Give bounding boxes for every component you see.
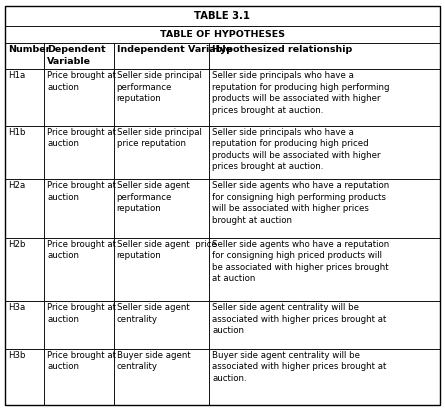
Text: Price brought at
auction: Price brought at auction bbox=[47, 303, 116, 323]
Bar bbox=[114, 179, 210, 238]
Text: Seller side agent  price
reputation: Seller side agent price reputation bbox=[117, 240, 216, 260]
Text: Seller side principal
price reputation: Seller side principal price reputation bbox=[117, 128, 202, 148]
Text: Price brought at
auction: Price brought at auction bbox=[47, 181, 116, 202]
Bar bbox=[5, 126, 44, 179]
Text: H2a: H2a bbox=[8, 181, 25, 190]
Text: Seller side principals who have a
reputation for producing high performing
produ: Seller side principals who have a reputa… bbox=[212, 72, 390, 115]
Text: Seller side agent
centrality: Seller side agent centrality bbox=[117, 303, 189, 323]
Bar bbox=[114, 126, 210, 179]
Bar bbox=[5, 43, 44, 69]
Bar bbox=[114, 238, 210, 301]
Bar bbox=[44, 179, 114, 238]
Text: H2b: H2b bbox=[8, 240, 25, 249]
Text: Hypothesized relationship: Hypothesized relationship bbox=[212, 45, 352, 54]
Bar bbox=[114, 349, 210, 405]
Text: Seller side principals who have a
reputation for producing high priced
products : Seller side principals who have a reputa… bbox=[212, 128, 380, 171]
Text: Seller side agents who have a reputation
for consigning high priced products wil: Seller side agents who have a reputation… bbox=[212, 240, 389, 283]
Text: Number: Number bbox=[8, 45, 50, 54]
Text: H3b: H3b bbox=[8, 351, 25, 360]
Text: H1a: H1a bbox=[8, 72, 25, 81]
Bar bbox=[5, 179, 44, 238]
Text: Seller side agent centrality will be
associated with higher prices brought at
au: Seller side agent centrality will be ass… bbox=[212, 303, 387, 335]
Text: Dependent
Variable: Dependent Variable bbox=[47, 45, 106, 66]
Text: Independent Variable: Independent Variable bbox=[117, 45, 231, 54]
Bar bbox=[210, 179, 440, 238]
Text: Price brought at
auction: Price brought at auction bbox=[47, 72, 116, 92]
Text: Buyer side agent
centrality: Buyer side agent centrality bbox=[117, 351, 190, 371]
Text: Price brought at
auction: Price brought at auction bbox=[47, 128, 116, 148]
Bar bbox=[5, 69, 44, 126]
Bar bbox=[44, 238, 114, 301]
Text: H1b: H1b bbox=[8, 128, 25, 136]
Bar bbox=[114, 301, 210, 349]
Bar bbox=[210, 43, 440, 69]
Text: TABLE OF HYPOTHESES: TABLE OF HYPOTHESES bbox=[160, 30, 285, 39]
Bar bbox=[44, 126, 114, 179]
Bar bbox=[5, 6, 440, 26]
Text: TABLE 3.1: TABLE 3.1 bbox=[194, 11, 251, 21]
Text: Price brought at
auction: Price brought at auction bbox=[47, 351, 116, 371]
Bar bbox=[210, 301, 440, 349]
Bar bbox=[210, 238, 440, 301]
Bar bbox=[114, 69, 210, 126]
Bar bbox=[5, 26, 440, 43]
Bar bbox=[44, 69, 114, 126]
Text: Seller side agent
performance
reputation: Seller side agent performance reputation bbox=[117, 181, 189, 213]
Text: Buyer side agent centrality will be
associated with higher prices brought at
auc: Buyer side agent centrality will be asso… bbox=[212, 351, 387, 383]
Bar bbox=[44, 301, 114, 349]
Bar bbox=[44, 43, 114, 69]
Bar bbox=[44, 349, 114, 405]
Text: Price brought at
auction: Price brought at auction bbox=[47, 240, 116, 260]
Bar bbox=[210, 126, 440, 179]
Bar bbox=[210, 349, 440, 405]
Bar bbox=[5, 349, 44, 405]
Bar bbox=[114, 43, 210, 69]
Bar bbox=[5, 238, 44, 301]
Text: Seller side principal
performance
reputation: Seller side principal performance reputa… bbox=[117, 72, 202, 104]
Bar bbox=[5, 301, 44, 349]
Text: Seller side agents who have a reputation
for consigning high performing products: Seller side agents who have a reputation… bbox=[212, 181, 389, 225]
Text: H3a: H3a bbox=[8, 303, 25, 312]
Bar bbox=[210, 69, 440, 126]
